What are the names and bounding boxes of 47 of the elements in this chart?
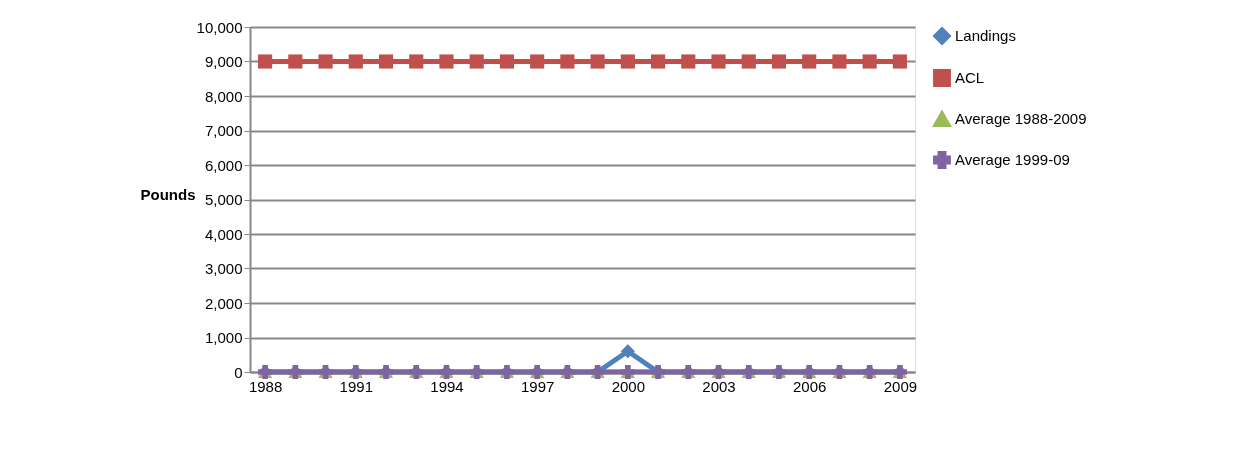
point xyxy=(771,54,787,69)
x-tick-label: 1997 xyxy=(520,377,555,395)
x-tick-label: 2006 xyxy=(793,377,827,395)
point xyxy=(318,54,333,69)
y-tick-label: 9,000 xyxy=(204,53,243,70)
point xyxy=(469,54,484,69)
point xyxy=(892,54,907,69)
point xyxy=(832,54,847,69)
point xyxy=(409,54,424,69)
point xyxy=(378,54,394,69)
point xyxy=(741,54,756,69)
legend-label: Average 1988-2009 xyxy=(955,110,1087,127)
point xyxy=(258,54,273,69)
y-tick-label: 3,000 xyxy=(204,260,243,277)
y-tick-label: 0 xyxy=(234,363,243,381)
point xyxy=(711,54,726,69)
point xyxy=(590,54,605,69)
point xyxy=(862,54,877,69)
point xyxy=(348,54,363,69)
x-tick-label: 1994 xyxy=(430,377,464,395)
x-tick-label: 2000 xyxy=(611,377,646,395)
legend-label: ACL xyxy=(955,69,985,86)
y-tick-label: 10,000 xyxy=(196,18,243,36)
y-tick-label: 5,000 xyxy=(204,191,243,208)
point xyxy=(499,54,514,69)
y-tick-label: 4,000 xyxy=(204,225,243,243)
y-tick-label: 8,000 xyxy=(204,87,243,105)
y-tick-label: 6,000 xyxy=(204,156,243,174)
legend-label: Average 1999-09 xyxy=(955,151,1070,168)
point xyxy=(620,54,635,69)
x-tick-label: 1988 xyxy=(248,377,283,395)
legend-label: Landings xyxy=(955,27,1016,44)
point xyxy=(560,54,575,69)
x-tick-label: 2009 xyxy=(883,377,918,395)
x-tick-label: 2003 xyxy=(702,377,736,395)
point xyxy=(681,54,696,69)
point xyxy=(530,54,545,69)
point xyxy=(439,54,454,69)
point xyxy=(620,344,635,359)
point xyxy=(802,54,817,69)
y-axis-title: Pounds xyxy=(140,185,196,203)
x-tick-label: 1991 xyxy=(339,377,373,395)
point xyxy=(288,54,303,69)
point xyxy=(651,54,666,69)
y-tick-label: 7,000 xyxy=(204,122,243,139)
y-tick-label: 2,000 xyxy=(204,294,243,312)
y-tick-label: 1,000 xyxy=(204,329,243,346)
